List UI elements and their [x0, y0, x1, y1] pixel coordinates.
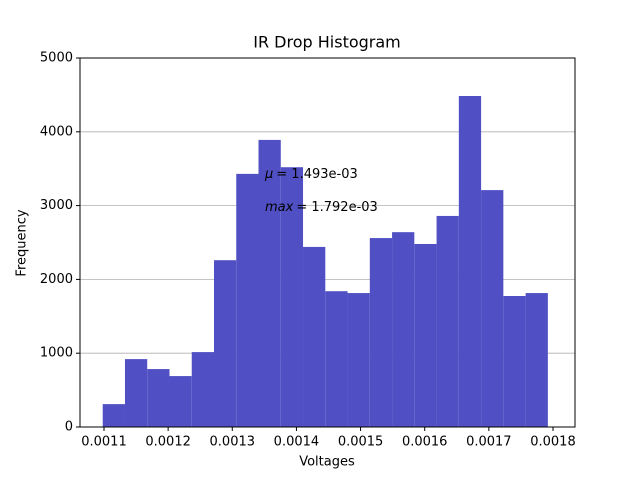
bar	[369, 238, 393, 427]
y-tick-label: 4000	[40, 124, 73, 139]
x-tick-label: 0.0013	[210, 435, 256, 450]
x-axis-label: Voltages	[299, 455, 355, 470]
y-tick-label: 5000	[40, 51, 73, 66]
y-axis-label: Frequency	[15, 209, 30, 276]
bar	[392, 232, 415, 427]
bars	[102, 96, 548, 427]
x-tick-label: 0.0014	[274, 435, 320, 450]
y-tick-label: 1000	[40, 346, 73, 361]
annotations: μ = 1.493e-03 max = 1.792e-03	[264, 167, 378, 215]
bar	[458, 96, 482, 427]
bar	[213, 260, 237, 427]
y-tick-label: 3000	[40, 198, 73, 213]
bar	[347, 293, 370, 427]
bar	[481, 190, 504, 427]
bar	[169, 376, 192, 427]
bar	[236, 173, 259, 427]
y-tick-label: 0	[65, 420, 73, 435]
bar	[503, 296, 526, 427]
bar	[436, 215, 459, 427]
x-tick-label: 0.0018	[530, 435, 576, 450]
bar	[525, 293, 548, 427]
bar	[303, 246, 326, 427]
annotation-symbol: μ	[264, 167, 273, 182]
annotation-text: = 1.493e-03	[276, 167, 357, 182]
bar	[147, 369, 170, 427]
axes: 0 1000 2000 3000 4000 5000 0.0011 0.0012 0.0013 0…	[40, 51, 576, 450]
x-tick-label: 0.0012	[145, 435, 191, 450]
bar	[258, 139, 281, 427]
chart-title: IR Drop Histogram	[253, 33, 401, 52]
bar	[325, 291, 348, 427]
annotation-symbol: max	[265, 200, 294, 215]
annotation-text: = 1.792e-03	[296, 200, 377, 215]
annotation: max = 1.792e-03	[265, 200, 378, 215]
bar	[191, 352, 214, 427]
bar	[102, 404, 125, 427]
bar	[414, 243, 437, 427]
bar	[280, 167, 304, 427]
x-tick-label: 0.0017	[466, 435, 512, 450]
x-tick-label: 0.0016	[402, 435, 448, 450]
x-tick-label: 0.0015	[338, 435, 384, 450]
bar	[124, 359, 148, 427]
plot-frame	[79, 57, 576, 428]
x-tick-label: 0.0011	[81, 435, 127, 450]
y-tick-label: 2000	[40, 272, 73, 287]
annotation: μ = 1.493e-03	[264, 167, 358, 182]
